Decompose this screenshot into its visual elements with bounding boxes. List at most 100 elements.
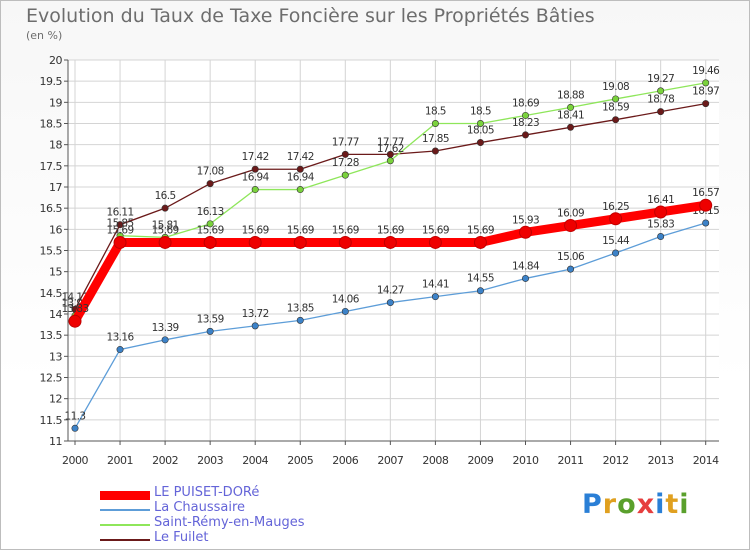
data-label-le-puiset-dore: 16.25: [602, 201, 629, 213]
data-label-le-fuilet: 18.41: [557, 109, 584, 121]
data-point-le-puiset-dore: [383, 235, 397, 249]
data-label-le-fuilet: 17.85: [422, 133, 449, 145]
data-label-le-puiset-dore: 15.93: [512, 214, 539, 226]
x-tick-label: 2008: [422, 454, 448, 467]
data-point-le-puiset-dore: [564, 219, 578, 233]
data-point-le-fuilet: [116, 221, 124, 229]
data-label-la-chaussaire: 14.06: [332, 293, 360, 305]
data-point-saint-remy-en-mauges: [206, 220, 214, 228]
x-tick-label: 2009: [467, 454, 493, 467]
data-label-le-puiset-dore: 16.41: [647, 194, 674, 206]
data-point-saint-remy-en-mauges: [341, 171, 349, 179]
data-point-saint-remy-en-mauges: [657, 87, 665, 95]
data-point-la-chaussaire: [567, 265, 575, 273]
y-tick-label: 11: [49, 435, 62, 448]
logo-letter: t: [665, 489, 680, 520]
data-point-le-fuilet: [341, 150, 349, 158]
data-point-la-chaussaire: [657, 233, 665, 241]
y-tick-label: 12.5: [40, 372, 63, 385]
data-point-le-fuilet: [612, 116, 620, 124]
data-point-le-fuilet: [206, 180, 214, 188]
logo-letter: i: [655, 489, 666, 520]
data-label-le-puiset-dore: 15.69: [467, 224, 494, 236]
data-label-saint-remy-en-mauges: 17.62: [377, 143, 404, 155]
legend-swatch: [100, 509, 150, 511]
data-point-le-fuilet: [431, 147, 439, 155]
data-point-la-chaussaire: [521, 274, 529, 282]
x-tick-label: 2005: [287, 454, 313, 467]
x-tick-label: 2010: [513, 454, 539, 467]
data-label-le-fuilet: 18.78: [647, 94, 674, 106]
data-point-le-fuilet: [476, 139, 484, 147]
data-point-saint-remy-en-mauges: [476, 120, 484, 128]
x-tick-label: 2004: [242, 454, 268, 467]
x-tick-label: 2011: [558, 454, 584, 467]
y-tick-label: 14.5: [40, 287, 63, 300]
data-label-le-fuilet: 16.11: [107, 207, 134, 219]
y-tick-label: 14: [49, 308, 62, 321]
data-point-le-puiset-dore: [519, 225, 532, 239]
data-label-la-chaussaire: 11.3: [65, 410, 86, 422]
data-point-le-puiset-dore: [113, 235, 127, 249]
data-point-la-chaussaire: [206, 327, 214, 335]
data-label-le-puiset-dore: 15.69: [152, 224, 179, 236]
data-label-le-fuilet: 18.23: [512, 117, 539, 129]
x-tick-label: 2006: [332, 454, 358, 467]
y-tick-label: 13: [49, 350, 62, 363]
data-point-saint-remy-en-mauges: [431, 120, 439, 128]
data-label-le-puiset-dore: 15.69: [422, 224, 449, 236]
data-label-saint-remy-en-mauges: 19.08: [602, 81, 629, 93]
x-tick-label: 2000: [62, 454, 88, 467]
data-point-le-fuilet: [657, 108, 665, 116]
data-label-le-puiset-dore: 15.69: [107, 224, 134, 236]
data-label-saint-remy-en-mauges: 16.94: [242, 172, 270, 184]
y-tick-label: 15: [49, 266, 62, 279]
data-label-le-puiset-dore: 13.83: [61, 303, 88, 315]
data-point-saint-remy-en-mauges: [702, 79, 710, 87]
data-point-le-puiset-dore: [338, 235, 352, 249]
data-label-saint-remy-en-mauges: 16.13: [197, 206, 224, 218]
data-label-le-fuilet: 17.42: [242, 151, 269, 163]
data-label-saint-remy-en-mauges: 17.28: [332, 157, 359, 169]
data-point-le-puiset-dore: [609, 212, 623, 226]
data-label-saint-remy-en-mauges: 19.46: [692, 65, 720, 77]
data-point-saint-remy-en-mauges: [567, 103, 575, 111]
unit-label: (en %): [26, 29, 63, 42]
data-point-la-chaussaire: [71, 424, 79, 432]
data-label-le-fuilet: 17.77: [377, 136, 404, 148]
data-label-saint-remy-en-mauges: 18.69: [512, 97, 539, 109]
logo-letter: i: [679, 489, 690, 520]
data-point-la-chaussaire: [612, 249, 620, 257]
data-label-le-puiset-dore: 15.69: [287, 224, 314, 236]
data-point-le-puiset-dore: [203, 235, 217, 249]
data-label-saint-remy-en-mauges: 18.5: [425, 106, 446, 118]
legend-swatch: [100, 539, 150, 541]
data-point-le-fuilet: [521, 131, 529, 139]
y-tick-label: 17.5: [40, 160, 63, 173]
data-label-la-chaussaire: 13.72: [242, 308, 269, 320]
x-tick-label: 2003: [197, 454, 223, 467]
legend-swatch: [100, 524, 150, 526]
data-point-la-chaussaire: [431, 293, 439, 301]
data-point-le-fuilet: [161, 204, 169, 212]
data-label-le-puiset-dore: 15.69: [332, 224, 359, 236]
data-label-saint-remy-en-mauges: 18.88: [557, 89, 584, 101]
x-tick-label: 2001: [107, 454, 133, 467]
data-label-la-chaussaire: 13.16: [107, 332, 135, 344]
y-tick-label: 16: [49, 223, 62, 236]
data-point-la-chaussaire: [476, 287, 484, 295]
data-label-le-puiset-dore: 15.69: [242, 224, 269, 236]
y-tick-label: 18: [49, 139, 62, 152]
x-tick-label: 2007: [377, 454, 403, 467]
y-tick-label: 15.5: [40, 245, 63, 258]
data-label-la-chaussaire: 14.41: [422, 279, 449, 291]
data-label-le-puiset-dore: 16.09: [557, 208, 584, 220]
data-point-saint-remy-en-mauges: [296, 186, 304, 194]
data-label-le-fuilet: 17.42: [287, 151, 314, 163]
data-label-saint-remy-en-mauges: 18.5: [470, 106, 491, 118]
y-tick-label: 19: [49, 96, 62, 109]
y-tick-label: 20: [49, 54, 62, 67]
data-point-le-puiset-dore: [473, 235, 487, 249]
data-point-le-puiset-dore: [654, 205, 668, 219]
logo-letter: P: [582, 489, 603, 520]
